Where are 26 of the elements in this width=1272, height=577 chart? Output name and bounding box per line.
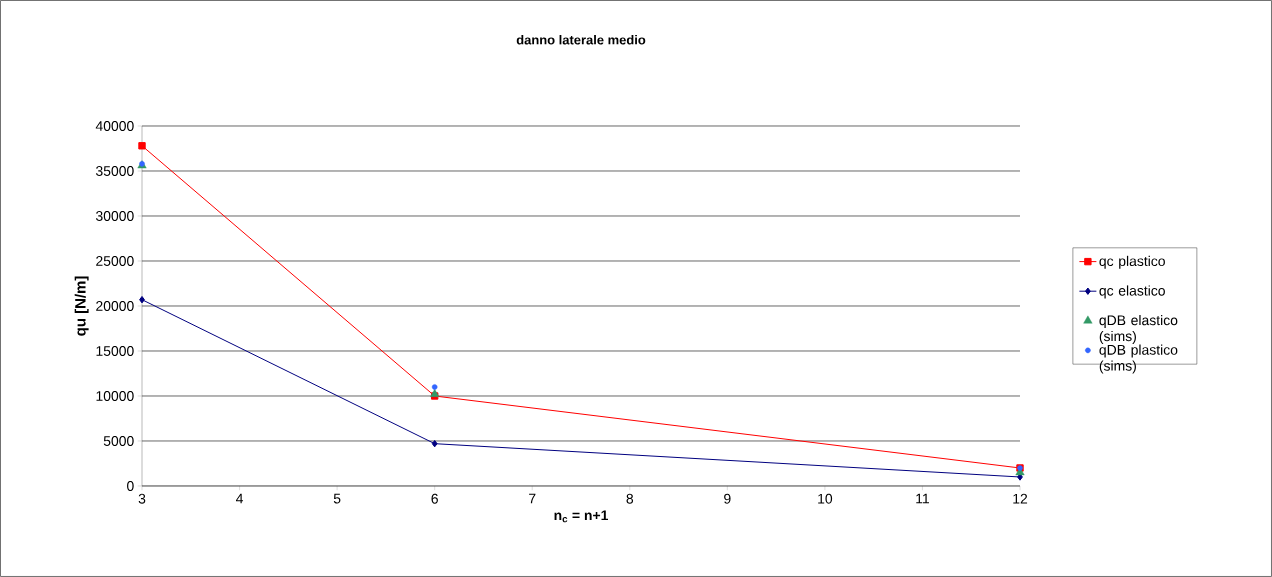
y-tick-label: 40000 <box>95 121 134 131</box>
legend-label: qDB plastico (sims) <box>1099 344 1178 374</box>
x-axis-title: n$_{c}$ = n+1 <box>554 510 608 523</box>
x-tick-label: 9 <box>724 493 731 504</box>
legend-label: qDB elastico (sims) <box>1099 314 1178 344</box>
y-tick-label: 20000 <box>96 301 134 311</box>
legend-label: qc elastico <box>1099 285 1165 299</box>
x-tick-label: 7 <box>529 493 536 504</box>
y-tick-label: 30000 <box>95 211 134 221</box>
x-tick-label: 3 <box>138 493 146 504</box>
x-tick-label: 11 <box>916 493 930 504</box>
x-tick-label: 6 <box>431 493 438 504</box>
x-tick-label: 12 <box>1013 493 1028 504</box>
x-tick-label: 4 <box>236 493 244 504</box>
x-tick-label: 5 <box>333 493 341 504</box>
x-tick-label: 10 <box>818 493 833 504</box>
x-tick-label: 8 <box>626 493 634 504</box>
y-tick-label: 15000 <box>96 346 134 356</box>
y-tick-label: 0 <box>127 481 134 491</box>
y-tick-label: 5000 <box>103 436 134 446</box>
y-tick-label: 25000 <box>96 256 134 266</box>
y-tick-label: 10000 <box>96 391 134 401</box>
legend-label: qc plastico <box>1099 255 1165 269</box>
y-axis-title: qu [N/m] <box>74 276 89 336</box>
chart-title: danno laterale medio <box>516 34 646 45</box>
y-tick-label: 35000 <box>95 166 134 176</box>
